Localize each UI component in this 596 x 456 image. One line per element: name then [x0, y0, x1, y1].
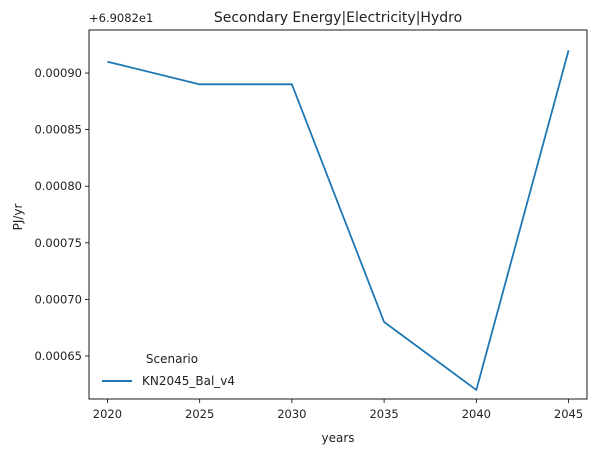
y-tick-label: 0.00070: [34, 292, 82, 306]
x-tick-label: 2040: [462, 407, 491, 421]
legend: Scenario KN2045_Bal_v4: [102, 352, 235, 388]
y-axis-ticks: 0.00065 0.00070 0.00075 0.00080 0.00085 0.000…: [34, 66, 89, 363]
chart-title: Secondary Energy|Electricity|Hydro: [214, 10, 462, 26]
x-tick-label: 2030: [277, 407, 306, 421]
x-tick-label: 2045: [554, 407, 583, 421]
x-axis-label: years: [321, 431, 354, 445]
y-tick-label: 0.00080: [34, 179, 82, 193]
x-tick-label: 2020: [93, 407, 122, 421]
x-tick-label: 2035: [369, 407, 398, 421]
series-layer: [107, 50, 570, 391]
legend-title: Scenario: [146, 352, 198, 366]
y-tick-label: 0.00085: [34, 123, 82, 137]
legend-label: KN2045_Bal_v4: [142, 374, 235, 388]
x-tick-label: 2025: [185, 407, 214, 421]
plot-frame: [88, 29, 588, 400]
y-offset-label: +6.9082e1: [89, 11, 153, 25]
x-axis-ticks: 2020 2025 2030 2035 2040 2045: [93, 399, 583, 421]
series-line: [107, 50, 570, 391]
y-tick-label: 0.00090: [34, 66, 82, 80]
y-tick-label: 0.00065: [34, 349, 82, 363]
y-axis-label: PJ/yr: [11, 204, 25, 231]
y-tick-label: 0.00075: [34, 236, 82, 250]
